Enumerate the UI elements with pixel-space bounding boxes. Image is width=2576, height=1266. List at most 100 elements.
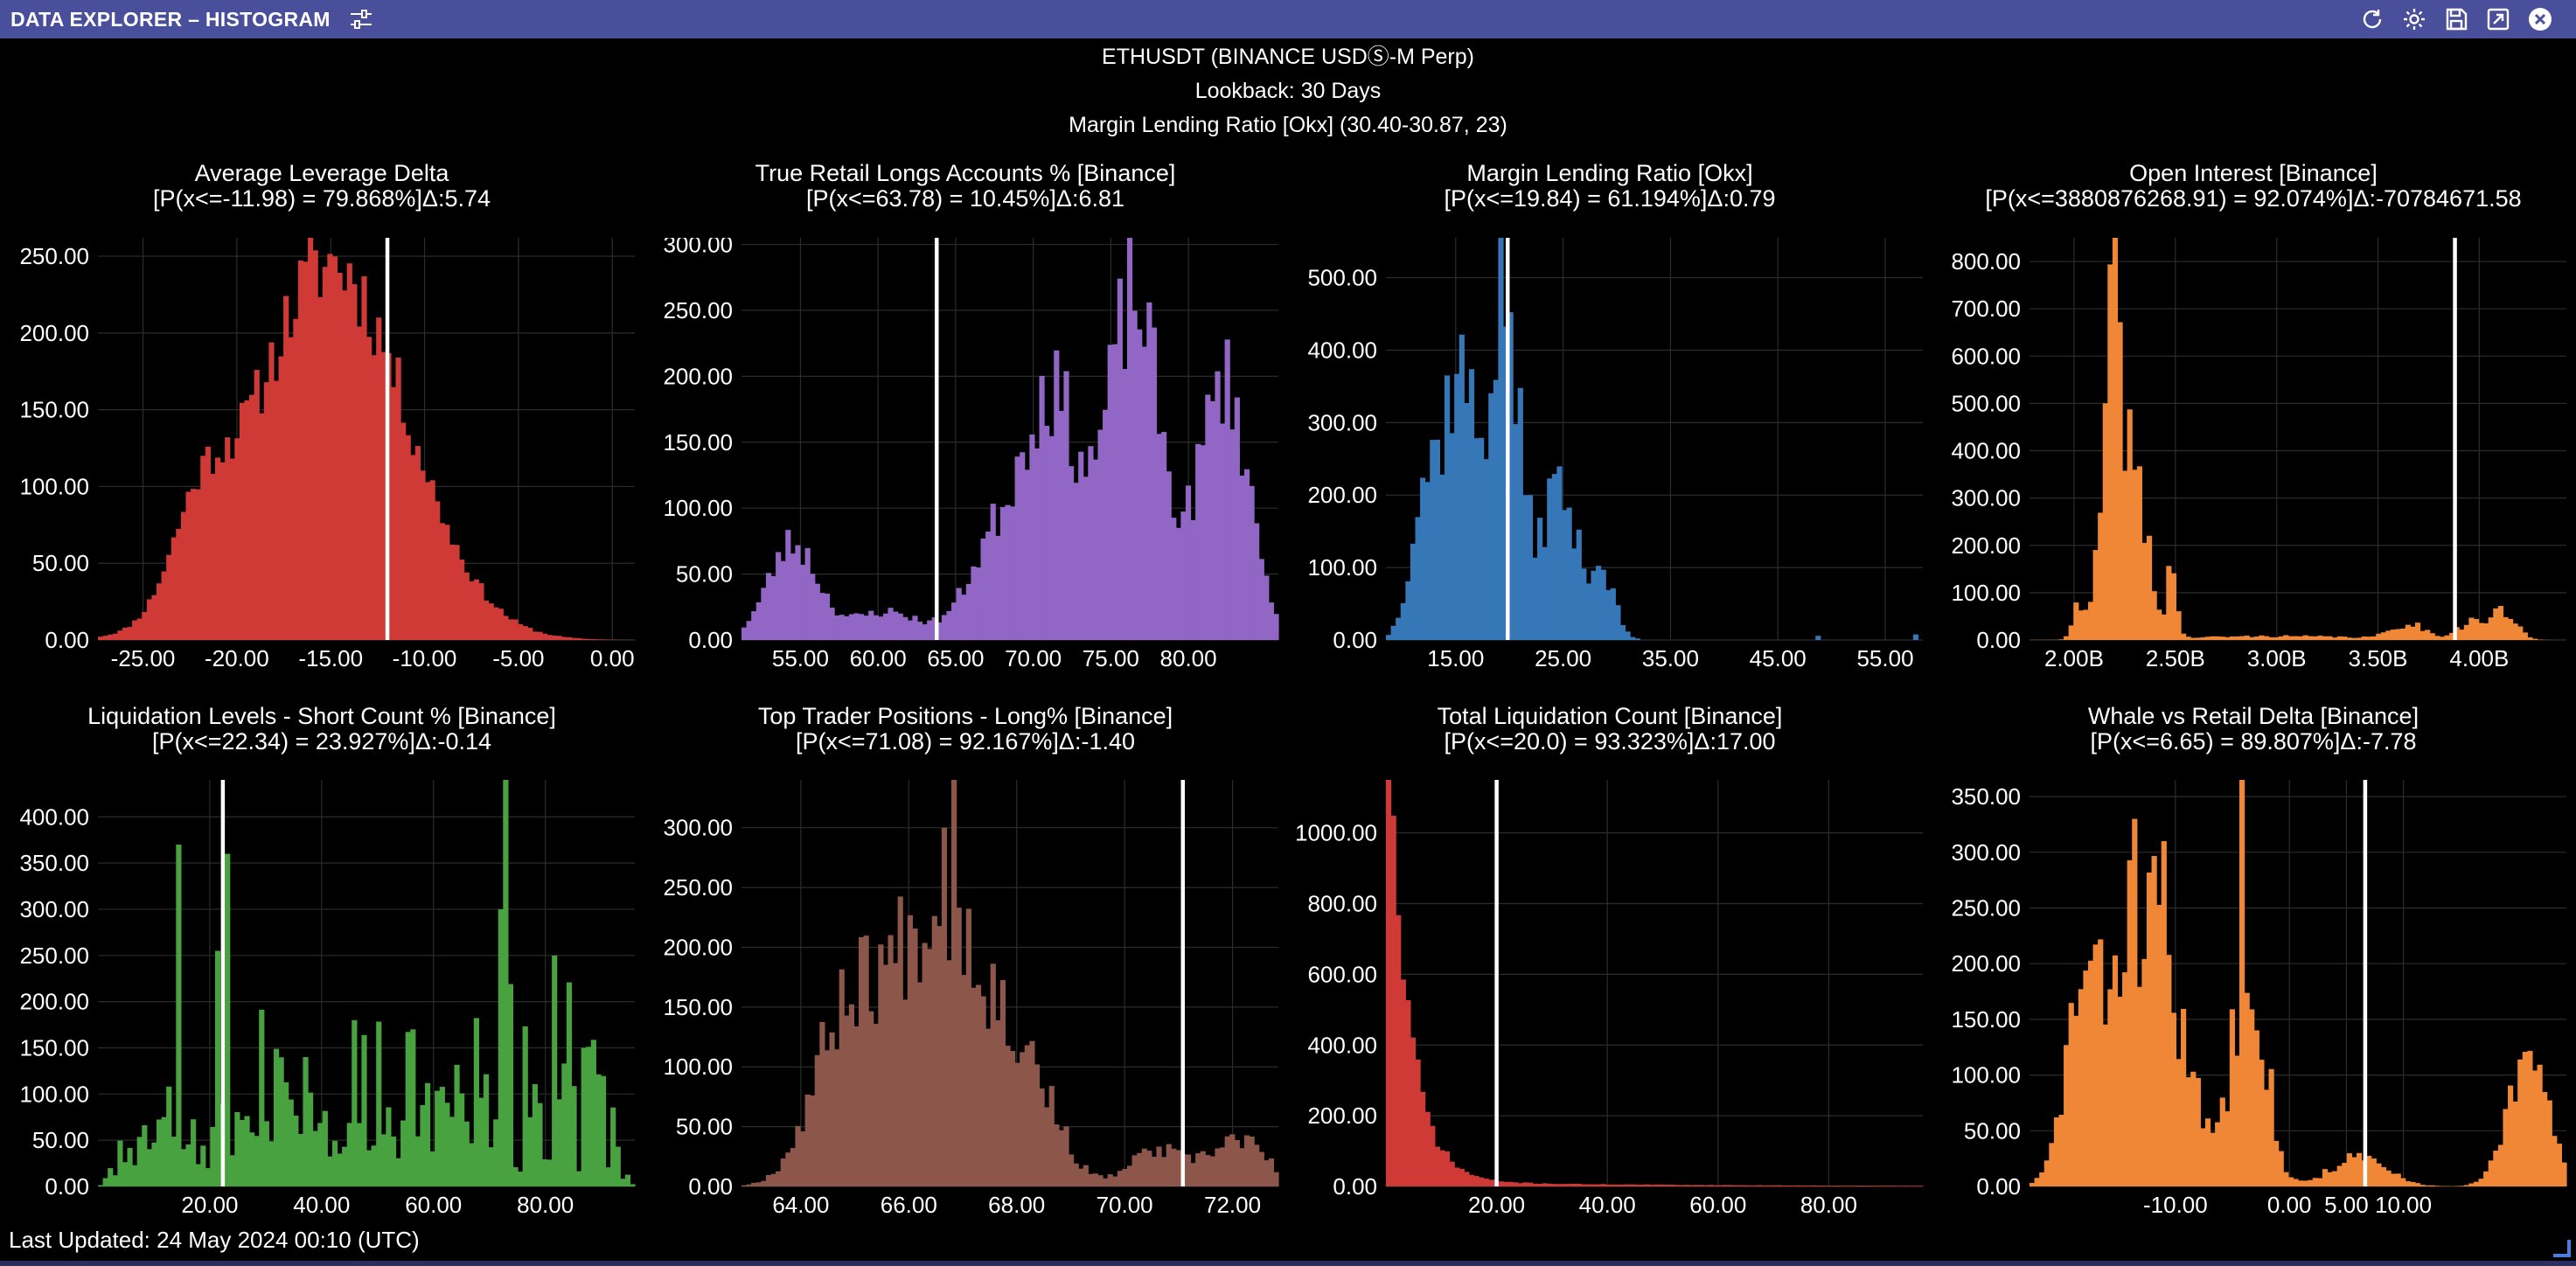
histogram-bar	[263, 1121, 269, 1186]
histogram-bar	[2161, 614, 2167, 640]
histogram-bar	[2351, 1157, 2357, 1186]
histogram-bar	[2244, 992, 2250, 1186]
histogram-bar	[2068, 625, 2074, 640]
histogram-bar	[156, 1119, 163, 1186]
histogram-bar	[829, 1032, 835, 1186]
histogram-bar	[624, 1174, 631, 1186]
histogram-bar	[2376, 1163, 2382, 1186]
x-tick-label: 80.00	[1800, 1192, 1857, 1218]
histogram-liq-levels-short[interactable]: 0.00 50.00 100.00 150.00 200.00 250.00 300.00 3…	[0, 780, 644, 1221]
histogram-bar	[2419, 1185, 2426, 1186]
gear-icon[interactable]	[2401, 6, 2427, 32]
histogram-bar	[1034, 448, 1041, 640]
histogram-bar	[1258, 559, 1264, 640]
histogram-bar	[1498, 238, 1504, 640]
histogram-bar	[888, 935, 894, 1186]
tune-icon[interactable]	[348, 6, 374, 32]
histogram-bar	[1249, 1136, 1255, 1186]
histogram-bar	[259, 1009, 265, 1186]
y-tick-label: 100.00	[663, 495, 733, 521]
maximize-icon[interactable]	[2485, 6, 2511, 32]
histogram-bar	[234, 1112, 240, 1186]
histogram-bar	[2263, 1089, 2270, 1186]
histogram-bar	[1126, 1165, 1133, 1186]
histogram-bar	[1493, 379, 1499, 640]
histogram-bar	[2552, 1136, 2558, 1186]
histogram-bar	[1654, 1184, 1660, 1186]
histogram-bar	[2332, 637, 2338, 640]
chart-title-text: Liquidation Levels - Short Count % [Bina…	[87, 703, 556, 729]
histogram-bar	[439, 523, 445, 640]
histogram-bar	[503, 780, 509, 1186]
histogram-bar	[2395, 629, 2401, 640]
histogram-bar	[2425, 630, 2431, 640]
histogram-bar	[449, 544, 456, 640]
histogram-bar	[1439, 474, 1445, 640]
resize-grip-icon[interactable]	[2552, 1238, 2571, 1257]
x-tick-label: 5.00	[2324, 1192, 2369, 1218]
histogram-bar	[776, 1171, 782, 1186]
histogram-bar	[219, 462, 226, 640]
y-tick-label: 250.00	[19, 243, 89, 269]
chart-subtitle-text: [P(x<=22.34) = 23.927%]Δ:-0.14	[151, 728, 492, 755]
histogram-bar	[1097, 429, 1104, 640]
histogram-bar	[410, 1029, 416, 1186]
histogram-bar	[2366, 636, 2372, 640]
histogram-bar	[532, 631, 538, 640]
histogram-bar	[1175, 527, 1181, 640]
histogram-bar	[1068, 1154, 1075, 1186]
histogram-bar	[478, 1097, 484, 1186]
histogram-open-interest[interactable]: 0.00 100.00 200.00 300.00 400.00 500.00 600.00…	[1932, 238, 2575, 675]
refresh-icon[interactable]	[2359, 6, 2385, 32]
histogram-bar	[503, 616, 509, 640]
histogram-bar	[893, 611, 899, 640]
symbol-line: ETHUSDT (BINANCE USDⓈ-M Perp)	[1102, 45, 1474, 69]
histogram-bar	[1224, 1136, 1230, 1186]
histogram-total-liq-count[interactable]: 0.00 200.00 400.00 600.00 800.00 1000.00 20.00…	[1288, 780, 1932, 1221]
histogram-bar	[1430, 440, 1436, 640]
histogram-bar	[239, 1120, 246, 1186]
histogram-bar	[1224, 339, 1230, 640]
histogram-bar	[2234, 636, 2240, 640]
y-tick-label: 50.00	[32, 1127, 89, 1153]
chart-title-total-liq-count: Total Liquidation Count [Binance] [P(x<=2…	[1288, 704, 1932, 755]
histogram-bar	[2473, 1181, 2480, 1186]
histogram-margin-lending-ratio[interactable]: 0.00 100.00 200.00 300.00 400.00 500.00 15.00 2…	[1288, 238, 1932, 675]
bottom-bar	[0, 1261, 2576, 1266]
histogram-bar	[770, 1173, 776, 1186]
histogram-bar	[297, 1133, 304, 1186]
y-tick-label: 150.00	[19, 1034, 89, 1061]
histogram-bar	[1464, 1172, 1470, 1186]
histogram-bar	[1396, 617, 1402, 640]
histogram-retail-longs-accounts[interactable]: 0.00 50.00 100.00 150.00 200.00 250.00 300.00 5…	[644, 238, 1287, 675]
y-tick-label: 50.00	[1964, 1117, 2021, 1144]
close-icon[interactable]	[2527, 6, 2553, 32]
save-icon[interactable]	[2443, 6, 2469, 32]
histogram-bar	[1386, 635, 1392, 640]
histogram-bar	[902, 999, 909, 1186]
histogram-bar	[2317, 636, 2323, 640]
histogram-bar	[1195, 1153, 1201, 1186]
y-tick-label: 100.00	[19, 473, 89, 499]
histogram-bar	[2219, 636, 2225, 640]
histogram-avg-leverage-delta[interactable]: 0.00 50.00 100.00 150.00 200.00 250.00 -25.00 -…	[0, 238, 644, 675]
histogram-bar	[1058, 1130, 1064, 1186]
histogram-bar	[2327, 1172, 2333, 1186]
histogram-bar	[2141, 958, 2148, 1186]
histogram-top-trader-long[interactable]: 0.00 50.00 100.00 150.00 200.00 250.00 300.00 6…	[644, 780, 1287, 1221]
histogram-bar	[2385, 1170, 2392, 1186]
chart-subtitle-text: [P(x<=3880876268.91) = 92.074%]Δ:-707846…	[1985, 185, 2522, 212]
histogram-bar	[1239, 475, 1245, 640]
y-tick-label: 1000.00	[1295, 820, 1377, 846]
histogram-bar	[225, 853, 231, 1186]
histogram-bar	[2459, 630, 2465, 640]
histogram-bar	[473, 1018, 479, 1186]
histogram-bar	[1625, 631, 1631, 640]
x-tick-label: 15.00	[1427, 645, 1484, 671]
histogram-bar	[1229, 429, 1236, 640]
histogram-bar	[804, 1094, 811, 1186]
chart-title-open-interest: Open Interest [Binance] [P(x<=3880876268.…	[1932, 161, 2575, 212]
histogram-bar	[1137, 1152, 1143, 1186]
histogram-bar	[2517, 1059, 2524, 1186]
histogram-whale-retail-delta[interactable]: 0.00 50.00 100.00 150.00 200.00 250.00 300.00 3…	[1932, 780, 2575, 1221]
